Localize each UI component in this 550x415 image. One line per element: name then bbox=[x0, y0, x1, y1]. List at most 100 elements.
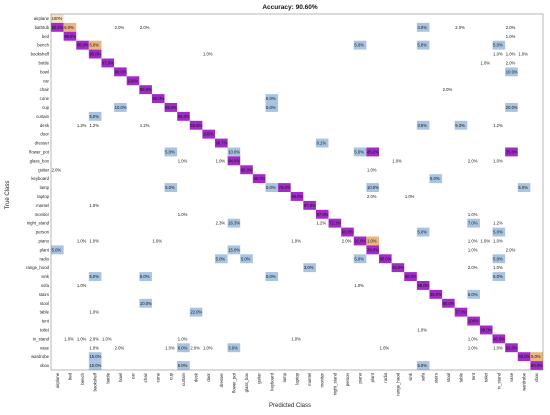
row-label: stool bbox=[40, 301, 49, 306]
cell-value: 95.0% bbox=[253, 176, 265, 181]
cell-value: 5.0% bbox=[89, 43, 99, 48]
cell-value: 2.0% bbox=[52, 167, 62, 172]
matrix-cell bbox=[202, 129, 215, 139]
row-label: laptop bbox=[37, 194, 49, 199]
cell-value: 82.6% bbox=[190, 123, 202, 128]
cell-value: 1.0% bbox=[291, 238, 301, 243]
row-label: sink bbox=[41, 274, 49, 279]
cell-value: 2.0% bbox=[140, 25, 150, 30]
column-label: bed bbox=[67, 372, 72, 380]
row-label: guitar bbox=[38, 167, 49, 172]
cell-value: 5.0% bbox=[178, 363, 188, 368]
column-label: guitar bbox=[257, 372, 262, 383]
row-label: table bbox=[40, 310, 50, 315]
matrix-cells: 100%92.0% 6.0% 2.0% 2.0% 4.0% 2.0% 2.0%99.0% 1.… bbox=[51, 14, 543, 370]
cell-value: 97.0% bbox=[102, 60, 114, 65]
row-label: flower_pot bbox=[29, 149, 50, 154]
column-label: cup bbox=[168, 372, 173, 380]
matrix-cell bbox=[416, 281, 430, 290]
matrix-cell bbox=[215, 254, 228, 264]
column-label: door bbox=[206, 372, 211, 381]
cell-value: 1.0% bbox=[405, 194, 415, 199]
matrix-cell bbox=[151, 94, 165, 103]
row-label: wardrobe bbox=[31, 354, 50, 359]
matrix-cell bbox=[227, 343, 241, 353]
cell-value: 5.0% bbox=[354, 256, 364, 261]
cell-value: 1.0% bbox=[153, 238, 163, 243]
cell-value: 5.0% bbox=[266, 185, 276, 190]
matrix-cell bbox=[139, 85, 152, 95]
cell-value: 1.0% bbox=[468, 336, 478, 341]
matrix-cell bbox=[366, 245, 379, 255]
row-label: radio bbox=[39, 256, 49, 261]
cell-value: 2.0% bbox=[506, 247, 516, 252]
cell-value: 5.0% bbox=[140, 274, 150, 279]
row-label: chair bbox=[40, 87, 50, 92]
cell-value: 2.0% bbox=[506, 25, 516, 30]
matrix-cell bbox=[139, 298, 152, 308]
row-label: stairs bbox=[39, 292, 49, 297]
cell-value: 1.0% bbox=[367, 238, 377, 243]
cell-value: 75.0% bbox=[279, 185, 291, 190]
matrix-cell bbox=[88, 361, 102, 370]
cell-value: 1.0% bbox=[506, 52, 516, 57]
column-label: plant bbox=[370, 372, 375, 382]
row-label: tv_stand bbox=[33, 336, 50, 341]
row-label: curtain bbox=[36, 114, 50, 119]
matrix-cell bbox=[240, 165, 253, 175]
cell-value: 98.0% bbox=[140, 87, 152, 92]
matrix-cell bbox=[492, 254, 506, 264]
cell-value: 5.0% bbox=[266, 96, 276, 101]
cell-value: 5.0% bbox=[165, 149, 175, 154]
matrix-cell bbox=[51, 14, 64, 23]
matrix-cell bbox=[379, 254, 392, 264]
cell-value: 1.0% bbox=[468, 212, 478, 217]
matrix-cell bbox=[353, 40, 367, 50]
matrix-cell bbox=[467, 289, 480, 299]
matrix-cell bbox=[454, 120, 468, 130]
cell-value: 6.0% bbox=[178, 345, 188, 350]
matrix-cell bbox=[467, 218, 480, 228]
matrix-cell bbox=[479, 325, 493, 335]
cell-value: 1.2% bbox=[89, 123, 99, 128]
row-label: plant bbox=[40, 247, 50, 252]
matrix-cell bbox=[492, 334, 506, 344]
cell-value: 22.0% bbox=[190, 310, 202, 315]
matrix-cell bbox=[189, 307, 203, 317]
cell-value: 5.0% bbox=[493, 230, 503, 235]
matrix-cell bbox=[315, 209, 329, 219]
cell-value: 1.0% bbox=[493, 52, 503, 57]
cell-value: 1.0% bbox=[518, 52, 528, 57]
cell-value: 7.0% bbox=[468, 221, 478, 226]
cell-value: 90.7% bbox=[216, 141, 228, 146]
cell-value: 94.0% bbox=[392, 265, 404, 270]
cell-value: 80.0% bbox=[405, 274, 417, 279]
cell-value: 2.0% bbox=[367, 194, 377, 199]
cell-value: 2.0% bbox=[455, 25, 465, 30]
cell-value: 96.0% bbox=[291, 194, 303, 199]
cell-value: 5.0% bbox=[417, 230, 427, 235]
row-label: dresser bbox=[35, 141, 50, 146]
matrix-cell bbox=[416, 120, 430, 130]
cell-value: 1.0% bbox=[89, 238, 99, 243]
cell-value: 5.0% bbox=[354, 43, 364, 48]
matrix-cell bbox=[189, 120, 203, 130]
cell-value: 1.2% bbox=[77, 123, 87, 128]
cell-value: 1.0% bbox=[178, 336, 188, 341]
row-label: car bbox=[43, 78, 50, 83]
row-label: door bbox=[40, 132, 49, 137]
cell-value: 5.0% bbox=[430, 176, 440, 181]
cell-value: 99.0% bbox=[64, 34, 76, 39]
cell-value: 1.2% bbox=[140, 123, 150, 128]
row-label: sofa bbox=[41, 283, 50, 288]
x-axis-title: Predicted Class bbox=[269, 403, 311, 409]
column-label: bench bbox=[80, 372, 85, 384]
matrix-cell bbox=[177, 361, 190, 370]
matrix-cell bbox=[353, 236, 367, 246]
cell-value: 10.0% bbox=[367, 185, 379, 190]
column-label: toilet bbox=[484, 372, 489, 382]
cell-value: 1.0% bbox=[481, 238, 491, 243]
row-label: range_hood bbox=[26, 265, 50, 270]
row-label: night_stand bbox=[27, 221, 50, 226]
matrix-cell bbox=[505, 343, 518, 353]
